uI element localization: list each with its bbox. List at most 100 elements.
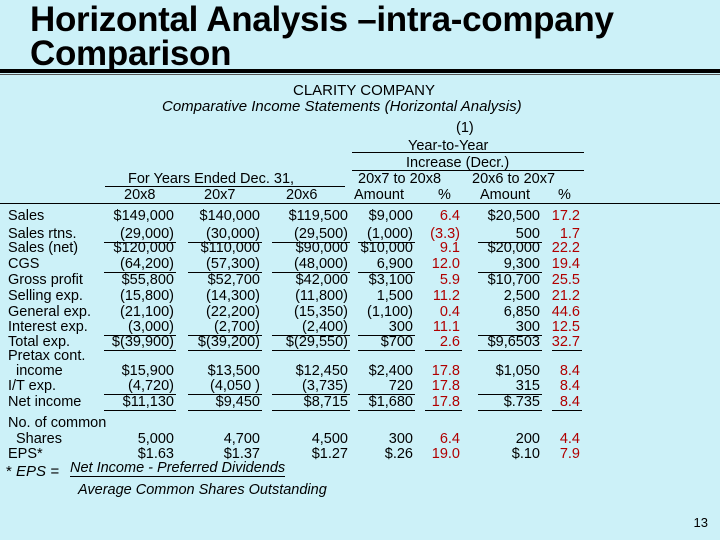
- cell-c6: 500: [515, 226, 540, 242]
- cell-c3: (3,735): [302, 378, 348, 394]
- cell-c4: $700: [380, 334, 413, 350]
- cell-c7: 19.4: [551, 256, 580, 272]
- cell-c7: 12.5: [551, 319, 580, 335]
- page-number: 13: [693, 515, 708, 530]
- cell-c1: $55,800: [121, 272, 174, 288]
- cell-c2: 4,700: [223, 431, 260, 447]
- row-rule: [272, 335, 350, 336]
- header-pct-2: %: [558, 187, 571, 203]
- cell-c7: 8.4: [559, 363, 580, 379]
- cell-c2: (2,700): [214, 319, 260, 335]
- row-rule: [188, 242, 262, 243]
- cell-c2: $9,450: [215, 394, 260, 410]
- row-rule: [358, 410, 415, 411]
- header-amount-1: Amount: [354, 187, 404, 203]
- cell-c6: $9,6503: [487, 334, 540, 350]
- cell-c6: 200: [515, 431, 540, 447]
- header-pct-1: %: [438, 187, 451, 203]
- cell-c4: 6,900: [376, 256, 413, 272]
- cell-c1: (3,000): [128, 319, 174, 335]
- header-compare-1: 20x7 to 20x8: [358, 171, 442, 187]
- cell-c7: 4.4: [559, 431, 580, 447]
- cell-c1: $1.63: [137, 446, 174, 462]
- cell-c1: (21,100): [119, 304, 174, 320]
- row-rule: [104, 272, 176, 273]
- shares-label-1: No. of common: [8, 415, 107, 431]
- title-line-2: Comparison: [30, 34, 232, 73]
- row-label: General exp.: [8, 304, 92, 320]
- row-rule: [104, 335, 176, 336]
- row-rule: [272, 242, 350, 243]
- row-rule: [272, 272, 350, 273]
- row-rule: [104, 410, 176, 411]
- cell-c2: (57,300): [205, 256, 260, 272]
- row-label: Interest exp.: [8, 319, 88, 335]
- cell-c7: 32.7: [551, 334, 580, 350]
- row-rule: [358, 335, 415, 336]
- cell-c3: (29,500): [293, 226, 348, 242]
- cell-c1: (29,000): [119, 226, 174, 242]
- cell-c7: 22.2: [551, 240, 580, 256]
- cell-c5: 11.1: [432, 319, 460, 335]
- cell-c2: $140,000: [199, 208, 260, 224]
- row-label: Total exp.: [8, 334, 71, 350]
- row-rule: [358, 272, 415, 273]
- row-rule: [478, 350, 542, 351]
- row-rule: [478, 242, 542, 243]
- row-label: Gross profit: [8, 272, 83, 288]
- row-rule: [188, 350, 262, 351]
- cell-c2: $(39,200): [197, 334, 260, 350]
- cell-c5: 5.9: [439, 272, 460, 288]
- cell-c5: 6.4: [439, 208, 460, 224]
- cell-c4: (1,100): [367, 304, 413, 320]
- row-rule: [104, 394, 176, 395]
- cell-c5: 6.4: [439, 431, 460, 447]
- row-label: I/T exp.: [8, 378, 57, 394]
- row-rule: [188, 394, 262, 395]
- header-year-20x6: 20x6: [286, 187, 318, 203]
- row-label: Selling exp.: [8, 288, 83, 304]
- row-rule: [104, 350, 176, 351]
- slide-title: Horizontal Analysis –intra-company Compa…: [30, 0, 720, 74]
- cell-c3: $119,500: [288, 208, 348, 224]
- header-note: (1): [456, 120, 474, 136]
- eps-footnote: * EPS =: [6, 463, 59, 480]
- cell-c6: $.735: [503, 394, 540, 410]
- header-period-rule: [105, 186, 345, 187]
- cell-c6: 9,300: [503, 256, 540, 272]
- cell-c3: $1.27: [311, 446, 348, 462]
- row-label: Net income: [8, 394, 82, 410]
- cell-c6: 6,850: [503, 304, 540, 320]
- row-rule: [552, 350, 582, 351]
- row-rule: [358, 350, 415, 351]
- row-rule: [188, 410, 262, 411]
- cell-c2: (30,000): [205, 226, 260, 242]
- cell-c5: 19.0: [431, 446, 460, 462]
- cell-c1: $11,130: [122, 394, 174, 410]
- cell-c6: $.10: [511, 446, 540, 462]
- cell-c3: (2,400): [302, 319, 348, 335]
- title-rule: [0, 69, 720, 73]
- cell-c4: 720: [388, 378, 413, 394]
- header-year-20x7: 20x7: [204, 187, 236, 203]
- cell-c1: (4,720): [128, 378, 174, 394]
- cell-c6: 300: [515, 319, 540, 335]
- cell-c7: 25.5: [551, 272, 580, 288]
- cell-c7: 7.9: [559, 446, 580, 462]
- cell-c1: $120,000: [113, 240, 174, 256]
- cell-c3: $8,715: [303, 394, 348, 410]
- cell-c5: (3.3): [430, 226, 460, 242]
- cell-c6: $10,700: [487, 272, 540, 288]
- cell-c7: 44.6: [551, 304, 580, 320]
- title-line-1: Horizontal Analysis –intra-company: [30, 0, 614, 39]
- row-rule: [272, 350, 350, 351]
- row-rule: [272, 410, 350, 411]
- cell-c7: 17.2: [551, 208, 580, 224]
- cell-c2: (4,050 ): [210, 378, 260, 394]
- cell-c1: 5,000: [137, 431, 174, 447]
- cell-c4: 300: [388, 319, 413, 335]
- title-rule-thin: [0, 74, 720, 75]
- row-rule: [358, 394, 415, 395]
- header-rule-1: [352, 152, 584, 153]
- cell-c5: 11.2: [432, 288, 460, 304]
